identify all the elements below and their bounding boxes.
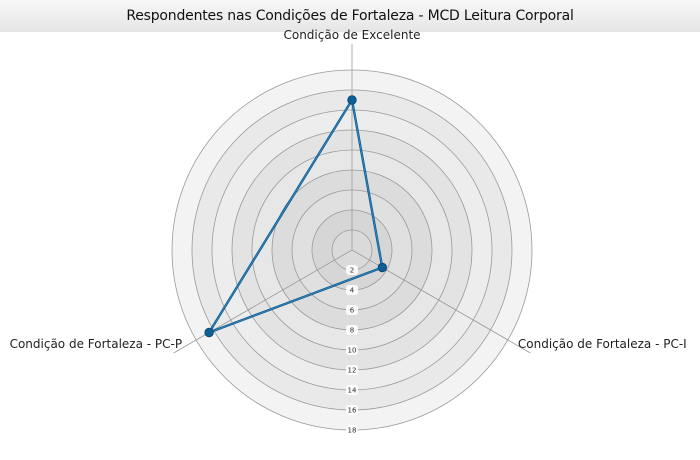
tick-label: 18 <box>348 427 357 435</box>
tick-label-group: 10 <box>346 345 358 355</box>
chart-title: Respondentes nas Condições de Fortaleza … <box>126 8 574 24</box>
axis-label: Condição de Fortaleza - PC-I <box>518 337 687 351</box>
tick-label-bg <box>346 345 358 355</box>
tick-label-group: 16 <box>346 405 358 415</box>
data-point <box>347 95 357 105</box>
tick-label-bg <box>346 285 358 295</box>
axis-labels: Condição de Excelente Condição de Fortale… <box>10 28 687 351</box>
tick-label-group: 18 <box>346 425 358 435</box>
axis-label: Condição de Excelente <box>283 28 420 42</box>
series-layer <box>204 95 388 338</box>
radial-tick-labels: 2 4 6 8 10 12 14 16 18 <box>346 265 358 435</box>
tick-label-bg <box>346 385 358 395</box>
data-point <box>204 327 214 338</box>
tick-label-group: 12 <box>346 365 358 375</box>
tick-label-bg <box>346 425 358 435</box>
title-bar: Respondentes nas Condições de Fortaleza … <box>0 0 700 32</box>
tick-label: 8 <box>350 327 354 335</box>
tick-label-bg <box>346 305 358 315</box>
tick-label: 6 <box>350 307 355 315</box>
tick-label-group: 4 <box>346 285 358 295</box>
tick-label: 16 <box>348 407 357 415</box>
tick-label-bg <box>346 325 358 335</box>
tick-label-bg <box>346 405 358 415</box>
axis-label: Condição de Fortaleza - PC-P <box>10 337 183 351</box>
tick-label: 10 <box>348 347 357 355</box>
tick-label: 12 <box>348 367 357 375</box>
tick-label-bg <box>346 365 358 375</box>
tick-label-group: 14 <box>346 385 358 395</box>
tick-label: 4 <box>350 287 355 295</box>
radar-spoke <box>173 249 353 354</box>
tick-label: 2 <box>350 267 354 275</box>
tick-label-group: 6 <box>346 305 358 315</box>
tick-label: 14 <box>348 387 357 395</box>
series-line-highlight <box>208 99 383 334</box>
tick-label-group: 2 <box>346 265 358 275</box>
tick-label-group: 8 <box>346 325 358 335</box>
tick-label-bg <box>346 265 358 275</box>
data-point <box>377 262 388 273</box>
